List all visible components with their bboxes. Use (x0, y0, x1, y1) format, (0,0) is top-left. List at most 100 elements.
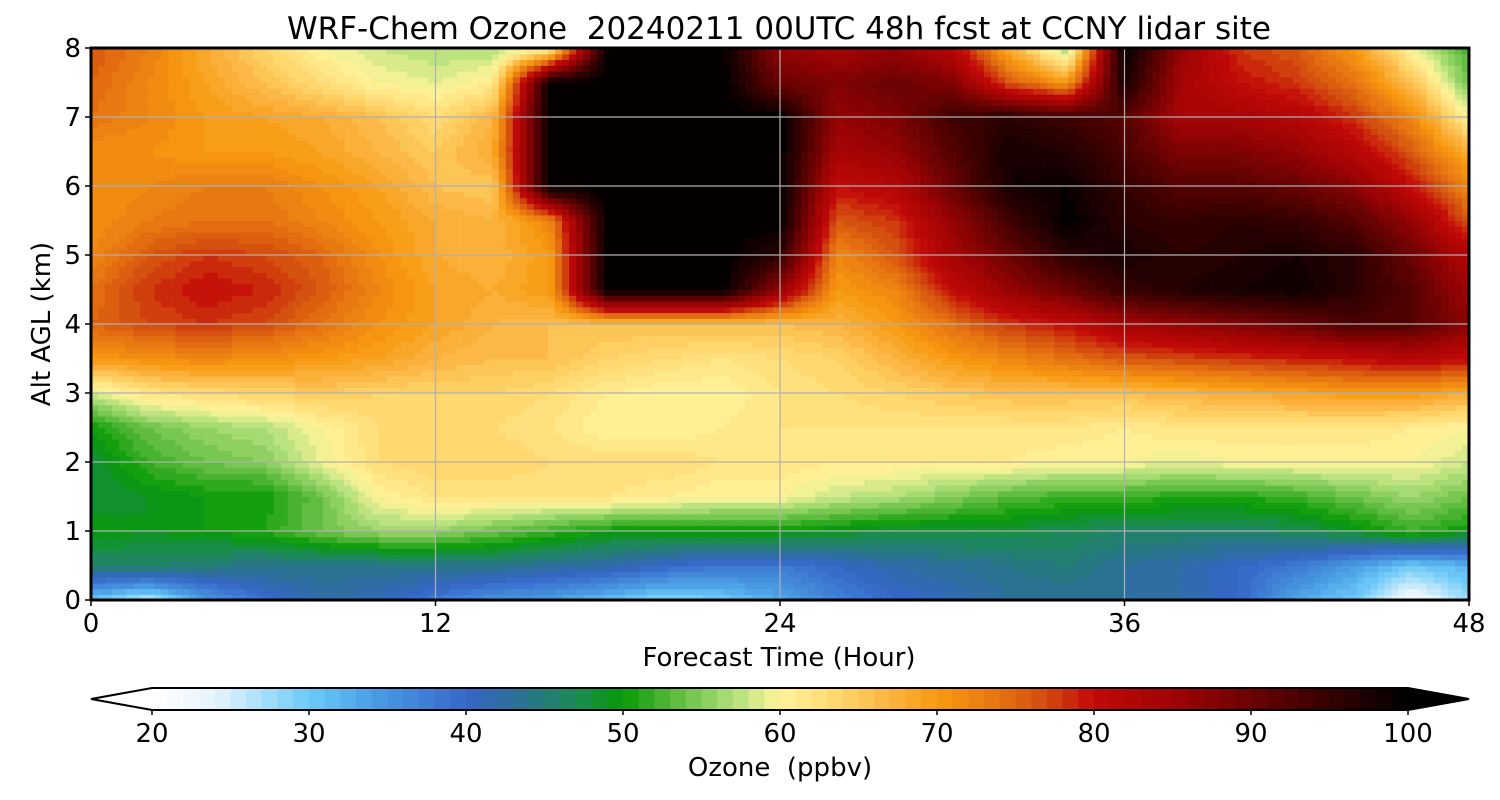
heatmap-cell (126, 491, 134, 497)
heatmap-cell (696, 589, 704, 595)
heatmap-cell (1174, 497, 1182, 503)
heatmap-cell (288, 508, 296, 514)
heatmap-cell (878, 474, 886, 480)
heatmap-cell (1103, 508, 1111, 514)
heatmap-cell (675, 508, 683, 514)
heatmap-cell (351, 451, 359, 457)
heatmap-cell (1251, 485, 1259, 491)
heatmap-cell (506, 462, 514, 468)
heatmap-cell (182, 583, 190, 589)
heatmap-cell (689, 566, 697, 572)
heatmap-cell (984, 543, 992, 549)
heatmap-cell (126, 497, 134, 503)
heatmap-cell (175, 548, 183, 554)
heatmap-cell (1378, 479, 1386, 485)
heatmap-cell (998, 543, 1006, 549)
heatmap-cell (892, 571, 900, 577)
heatmap-cell (1167, 474, 1175, 480)
heatmap-cell (935, 497, 943, 503)
heatmap-cell (1448, 543, 1456, 549)
heatmap-cell (1371, 531, 1379, 537)
heatmap-cell (682, 502, 690, 508)
heatmap-cell (1300, 531, 1308, 537)
heatmap-cell (1293, 531, 1301, 537)
heatmap-cell (1125, 560, 1133, 566)
heatmap-cell (288, 560, 296, 566)
heatmap-cell (323, 514, 331, 520)
heatmap-cell (808, 491, 816, 497)
heatmap-cell (836, 485, 844, 491)
heatmap-cell (203, 502, 211, 508)
heatmap-cell (815, 577, 823, 583)
heatmap-cell (218, 543, 226, 549)
heatmap-cell (232, 502, 240, 508)
heatmap-cell (625, 577, 633, 583)
heatmap-cell (1005, 560, 1013, 566)
heatmap-cell (942, 502, 950, 508)
heatmap-cell (864, 508, 872, 514)
heatmap-cell (527, 543, 535, 549)
heatmap-cell (808, 468, 816, 474)
heatmap-cell (724, 502, 732, 508)
heatmap-cell (140, 543, 148, 549)
heatmap-cell (337, 577, 345, 583)
heatmap-cell (745, 468, 753, 474)
heatmap-cell (1174, 554, 1182, 560)
heatmap-cell (1075, 502, 1083, 508)
heatmap-cell (1328, 583, 1336, 589)
heatmap-cell (1089, 491, 1097, 497)
heatmap-cell (829, 462, 837, 468)
heatmap-cell (1125, 485, 1133, 491)
heatmap-cell (914, 497, 922, 503)
heatmap-cell (1378, 589, 1386, 595)
heatmap-cell (1286, 589, 1294, 595)
heatmap-cell (393, 468, 401, 474)
heatmap-cell (1160, 491, 1168, 497)
heatmap-cell (534, 514, 542, 520)
heatmap-cell (1230, 577, 1238, 583)
heatmap-cell (414, 554, 422, 560)
heatmap-cell (555, 537, 563, 543)
heatmap-cell (1455, 566, 1463, 572)
heatmap-cell (211, 462, 219, 468)
heatmap-cell (499, 474, 507, 480)
heatmap-cell (752, 548, 760, 554)
heatmap-cell (1216, 577, 1224, 583)
heatmap-cell (330, 474, 338, 480)
heatmap-cell (576, 462, 584, 468)
heatmap-cell (646, 577, 654, 583)
heatmap-cell (745, 451, 753, 457)
heatmap-cell (274, 571, 282, 577)
heatmap-cell (787, 474, 795, 480)
heatmap-cell (309, 566, 317, 572)
heatmap-cell (1005, 485, 1013, 491)
heatmap-cell (379, 462, 387, 468)
heatmap-cell (527, 485, 535, 491)
heatmap-cell (436, 451, 444, 457)
heatmap-cell (1237, 531, 1245, 537)
heatmap-cell (126, 474, 134, 480)
heatmap-cell (998, 462, 1006, 468)
heatmap-cell (232, 583, 240, 589)
heatmap-cell (1399, 520, 1407, 526)
heatmap-cell (1349, 520, 1357, 526)
heatmap-cell (133, 462, 141, 468)
heatmap-cell (710, 571, 718, 577)
heatmap-cell (457, 548, 465, 554)
heatmap-cell (745, 531, 753, 537)
heatmap-cell (710, 451, 718, 457)
heatmap-cell (696, 566, 704, 572)
heatmap-cell (407, 479, 415, 485)
heatmap-cell (1216, 566, 1224, 572)
heatmap-cell (1068, 474, 1076, 480)
heatmap-cell (878, 571, 886, 577)
heatmap-cell (436, 531, 444, 537)
heatmap-cell (1420, 577, 1428, 583)
heatmap-cell (1300, 589, 1308, 595)
heatmap-cell (443, 548, 451, 554)
heatmap-cell (787, 502, 795, 508)
heatmap-cell (309, 485, 317, 491)
heatmap-cell (1096, 583, 1104, 589)
heatmap-cell (1188, 560, 1196, 566)
heatmap-cell (457, 485, 465, 491)
